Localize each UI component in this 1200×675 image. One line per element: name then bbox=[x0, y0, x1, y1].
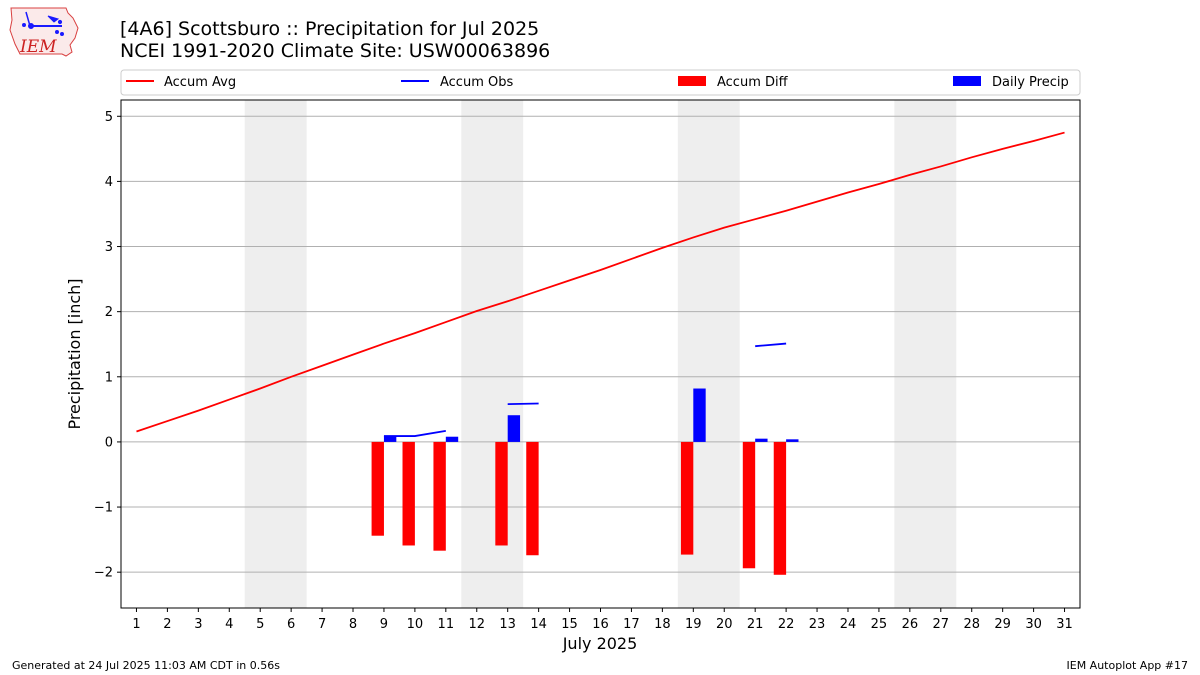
x-tick-label: 15 bbox=[561, 617, 578, 632]
y-tick-label: 0 bbox=[105, 435, 113, 450]
daily-precip-bar bbox=[693, 388, 706, 442]
x-tick-label: 25 bbox=[871, 617, 888, 632]
legend-label-accum-obs: Accum Obs bbox=[440, 75, 513, 90]
x-tick-label: 17 bbox=[623, 617, 640, 632]
iowa-outline-icon bbox=[9, 7, 79, 57]
weekend-span-1 bbox=[461, 100, 524, 608]
legend-frame bbox=[120, 69, 1081, 96]
y-tick-label: 2 bbox=[105, 305, 113, 320]
y-tick-label: 1 bbox=[105, 370, 113, 385]
x-tick-label: 21 bbox=[747, 617, 764, 632]
x-tick-label: 29 bbox=[994, 617, 1011, 632]
y-axis-label: Precipitation [inch] bbox=[65, 278, 84, 429]
x-tick-label: 27 bbox=[933, 617, 950, 632]
weekend-span-3 bbox=[894, 100, 957, 608]
x-tick-label: 19 bbox=[685, 617, 702, 632]
x-tick-label: 3 bbox=[194, 617, 202, 632]
x-tick-label: 2 bbox=[163, 617, 171, 632]
accum-obs-line bbox=[383, 429, 446, 437]
daily-precip-bar bbox=[755, 438, 768, 442]
x-tick-label: 31 bbox=[1056, 617, 1073, 632]
y-axis-ticks: −2 −1 0 1 2 3 4 5 bbox=[94, 110, 121, 581]
daily-precip-bar bbox=[786, 439, 799, 442]
daily-precip-bar bbox=[507, 415, 521, 442]
legend: Accum Avg Accum Obs Accum Diff Daily Pre… bbox=[120, 69, 1081, 96]
iem-logo: IEM bbox=[9, 7, 79, 57]
x-tick-label: 16 bbox=[592, 617, 609, 632]
legend-label-accum-diff: Accum Diff bbox=[717, 75, 789, 90]
x-axis-label: July 2025 bbox=[562, 634, 638, 653]
y-tick-label: −2 bbox=[94, 566, 113, 581]
footer-generated: Generated at 24 Jul 2025 11:03 AM CDT in… bbox=[12, 659, 280, 672]
accum-diff-bar bbox=[742, 441, 756, 569]
lines bbox=[136, 131, 1065, 437]
weekend-shading bbox=[244, 100, 957, 608]
x-tick-label: 23 bbox=[809, 617, 826, 632]
x-tick-label: 24 bbox=[840, 617, 857, 632]
accum-diff-bar bbox=[680, 441, 694, 555]
accum-diff-bar bbox=[773, 441, 787, 575]
accum-diff-bar bbox=[402, 441, 415, 546]
accum-avg-line bbox=[136, 131, 1065, 433]
logo-text: IEM bbox=[19, 37, 57, 57]
x-tick-label: 18 bbox=[654, 617, 671, 632]
x-tick-label: 10 bbox=[407, 617, 424, 632]
accum-obs-line bbox=[755, 342, 787, 348]
y-tick-label: 3 bbox=[105, 240, 113, 255]
daily-precip-bar bbox=[383, 436, 397, 442]
chart-title: [4A6] Scottsburo :: Precipitation for Ju… bbox=[120, 18, 539, 40]
x-tick-label: 11 bbox=[438, 617, 455, 632]
x-tick-label: 12 bbox=[468, 617, 485, 632]
x-tick-label: 22 bbox=[778, 617, 795, 632]
legend-swatch-accum-diff bbox=[678, 76, 706, 86]
accum-diff-bar bbox=[433, 441, 446, 551]
x-tick-label: 13 bbox=[499, 617, 516, 632]
legend-label-accum-avg: Accum Avg bbox=[164, 75, 236, 90]
x-tick-label: 5 bbox=[256, 617, 264, 632]
weekend-span-0 bbox=[244, 100, 307, 608]
accum-obs-line bbox=[507, 402, 539, 406]
x-tick-label: 1 bbox=[132, 617, 140, 632]
y-tick-label: 4 bbox=[105, 175, 113, 190]
y-tick-label: −1 bbox=[94, 501, 113, 516]
weather-station-icon bbox=[22, 11, 64, 36]
accum-diff-bar bbox=[495, 441, 508, 546]
x-tick-label: 20 bbox=[716, 617, 733, 632]
legend-label-daily-precip: Daily Precip bbox=[992, 75, 1069, 90]
x-tick-label: 26 bbox=[902, 617, 919, 632]
accum-diff-bar bbox=[526, 441, 539, 556]
x-tick-label: 8 bbox=[349, 617, 357, 632]
x-tick-label: 30 bbox=[1025, 617, 1042, 632]
legend-swatch-daily-precip bbox=[953, 76, 981, 86]
x-tick-label: 6 bbox=[287, 617, 295, 632]
accum-diff-bar bbox=[371, 441, 384, 536]
bars bbox=[371, 388, 799, 575]
chart-subtitle: NCEI 1991-2020 Climate Site: USW00063896 bbox=[120, 40, 550, 62]
x-tick-label: 28 bbox=[963, 617, 980, 632]
footer-app: IEM Autoplot App #17 bbox=[1067, 659, 1189, 672]
x-tick-label: 7 bbox=[318, 617, 326, 632]
daily-precip-bar bbox=[445, 436, 459, 442]
x-tick-label: 14 bbox=[530, 617, 547, 632]
x-axis-ticks: 1 2 3 4 5 6 7 8 9 10 11 12 13 14 15 16 17 18 19 20 21 22 23 24 2… bbox=[132, 608, 1073, 632]
y-tick-label: 5 bbox=[105, 110, 113, 125]
x-tick-label: 4 bbox=[225, 617, 233, 632]
x-tick-label: 9 bbox=[380, 617, 388, 632]
gridlines bbox=[121, 115, 1080, 573]
